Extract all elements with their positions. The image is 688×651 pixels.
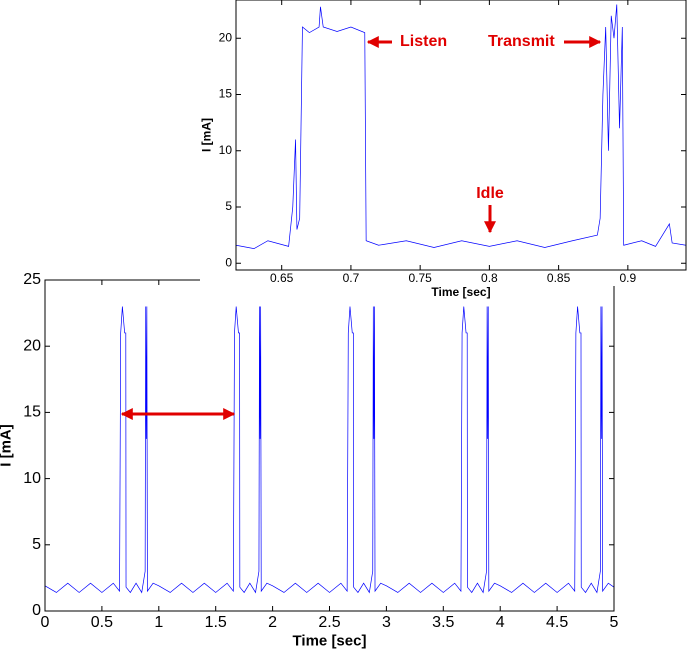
x-tick-label: 1.5 (205, 614, 227, 631)
y-tick-label: 15 (23, 404, 41, 421)
x-tick-label: 0.9 (620, 271, 637, 285)
y-tick-label: 0 (32, 602, 41, 619)
x-tick-label: 1 (154, 614, 163, 631)
y-tick-label: 5 (32, 536, 41, 553)
annotation: Transmit (488, 33, 555, 50)
y-tick-label: 20 (219, 30, 233, 44)
x-tick-label: 3 (382, 614, 391, 631)
x-axis-label: Time [sec] (293, 632, 367, 649)
x-tick-label: 0.65 (270, 271, 294, 285)
plot: 0.65 0.7 0.75 0.8 0.85 0.9 0 5 10 15 20 Time [sec] I… (199, 0, 688, 299)
axes-box (235, 0, 687, 271)
x-tick-label: 0.75 (408, 271, 432, 285)
y-tick-label: 20 (23, 337, 41, 354)
x-tick-label: 0.7 (343, 271, 360, 285)
plot: 0 0.5 1 1.5 2 2.5 3 3.5 4 4.5 5 0 5 10 15 20 25 Time [sec… (0, 271, 619, 649)
x-tick-label: 4 (496, 614, 505, 631)
x-tick-label: 3.5 (432, 614, 454, 631)
x-tick-label: 5 (610, 614, 619, 631)
x-axis-label: Time [sec] (431, 285, 490, 299)
y-tick-label: 10 (23, 470, 41, 487)
inset-background (200, 0, 688, 286)
annotation: Listen (400, 33, 447, 50)
y-tick-label: 0 (225, 255, 232, 269)
x-tick-label: 0 (41, 614, 50, 631)
x-tick-label: 0.85 (547, 271, 571, 285)
y-tick-label: 15 (219, 87, 233, 101)
x-tick-label: 4.5 (546, 614, 568, 631)
x-tick-label: 0.5 (91, 614, 113, 631)
x-tick-label: 2 (268, 614, 277, 631)
signal-line (236, 4, 686, 249)
y-axis-label: I [mA] (0, 424, 15, 467)
annotation: Idle (476, 185, 504, 202)
y-axis-label: I [mA] (199, 118, 213, 152)
x-tick-label: 0.8 (481, 271, 498, 285)
y-tick-label: 25 (23, 271, 41, 288)
y-tick-label: 5 (225, 199, 232, 213)
x-tick-label: 2.5 (318, 614, 340, 631)
axes-box (44, 279, 615, 612)
y-tick-label: 10 (219, 143, 233, 157)
signal-line (45, 306, 614, 594)
